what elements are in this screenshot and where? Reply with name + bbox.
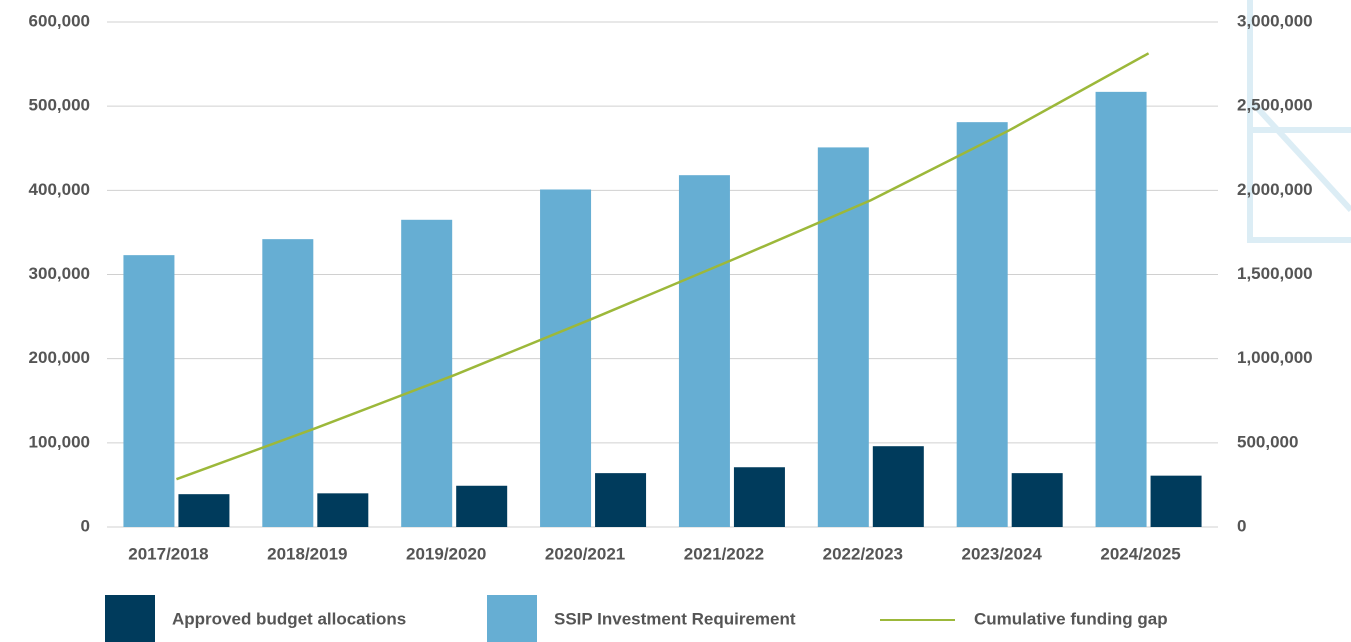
decoration [1247,0,1351,243]
bar [817,147,869,528]
x-tick-label: 2019/2020 [406,544,486,563]
y2-tick-label: 1,000,000 [1237,348,1313,367]
x-tick-label: 2018/2019 [267,544,347,563]
decor-shape [1247,97,1351,213]
y-tick-label: 600,000 [29,11,90,30]
x-tick-label: 2020/2021 [545,544,625,563]
y-tick-label: 400,000 [29,180,90,199]
y-tick-label: 100,000 [29,432,90,451]
legend-swatch [487,595,537,642]
bar [956,122,1008,528]
y-tick-label: 300,000 [29,264,90,283]
y2-tick-label: 0 [1237,516,1246,535]
y2-tick-label: 2,500,000 [1237,96,1313,115]
legend-label: SSIP Investment Requirement [554,609,796,628]
y2-tick-label: 2,000,000 [1237,180,1313,199]
bar [401,219,453,527]
bar [456,485,508,527]
legend-label: Cumulative funding gap [974,609,1168,628]
decor-shape [1247,0,1351,243]
x-tick-label: 2024/2025 [1100,544,1180,563]
x-tick-label: 2022/2023 [823,544,903,563]
bar [595,473,647,527]
x-tick-label: 2017/2018 [128,544,208,563]
bar [678,175,730,527]
bar [1150,475,1202,527]
bar [872,446,924,527]
line-series [176,52,1150,481]
bar [178,494,230,527]
x-tick-label: 2021/2022 [684,544,764,563]
y-tick-label: 200,000 [29,348,90,367]
y2-tick-label: 1,500,000 [1237,264,1313,283]
y-tick-label: 0 [81,516,90,535]
x-tick-label: 2023/2024 [962,544,1043,563]
legend-swatch [105,595,155,642]
bar [262,239,314,527]
bar [540,189,592,527]
bar [123,255,175,527]
bar [733,467,785,527]
bar [1011,473,1063,527]
bar [317,493,369,527]
bar [1095,91,1147,527]
y-tick-label: 500,000 [29,96,90,115]
y2-tick-label: 3,000,000 [1237,11,1313,30]
legend-label: Approved budget allocations [172,609,406,628]
y2-tick-label: 500,000 [1237,432,1298,451]
